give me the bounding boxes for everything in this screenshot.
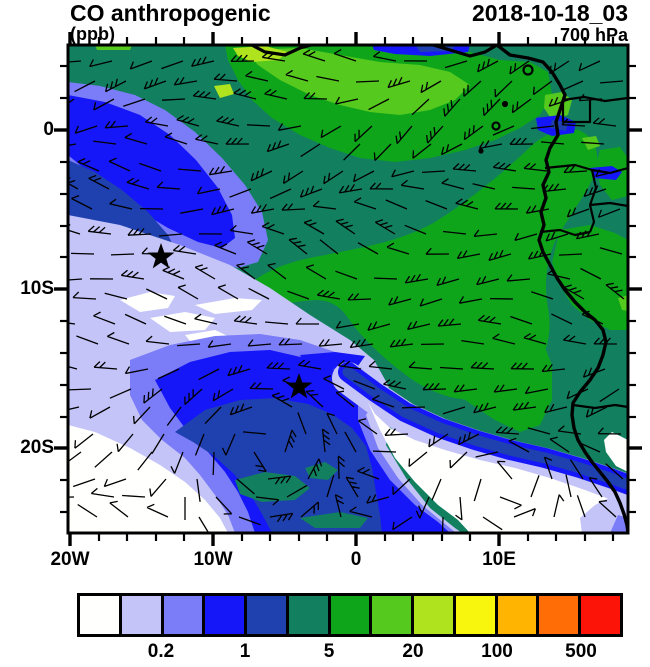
y-tick-label: 10S — [20, 278, 54, 299]
map-canvas — [54, 32, 642, 546]
y-tick-label: 0 — [43, 119, 54, 140]
colorbar-tick-label: 1 — [239, 641, 251, 662]
x-tick-label: 0 — [350, 549, 362, 570]
plot-units-label: (ppb) — [70, 24, 115, 44]
plot-title: CO anthropogenic — [70, 0, 271, 26]
colorbar-tick-label: 0.2 — [147, 641, 175, 662]
colorbar — [77, 593, 623, 637]
x-tick-label: 20W — [50, 549, 90, 570]
coastline-path — [495, 45, 628, 533]
colorbar-bin — [80, 596, 122, 634]
colorbar-bin — [372, 596, 415, 634]
plot-datetime: 2018-10-18_03 — [471, 0, 628, 26]
colorbar-bin — [539, 596, 582, 634]
star-marker — [285, 372, 313, 399]
island-outlines — [478, 64, 534, 154]
colorbar-bin — [330, 596, 373, 634]
colorbar-bin — [205, 596, 248, 634]
x-tick-label: 10E — [482, 549, 516, 570]
colorbar-tick-label: 20 — [402, 641, 424, 662]
colorbar-bin — [163, 596, 206, 634]
colorbar-bin — [455, 596, 498, 634]
wind-barbs-layer — [68, 49, 625, 533]
colorbar-bin — [497, 596, 540, 634]
map-frame — [66, 43, 630, 535]
colorbar-tick-label: 5 — [323, 641, 335, 662]
colorbar-bin — [288, 596, 331, 634]
x-tick-label: 10W — [193, 549, 233, 570]
star-marker — [147, 242, 175, 269]
colorbar-bin — [581, 596, 620, 634]
colorbar-bin — [121, 596, 164, 634]
contour-fill-layer — [68, 45, 628, 533]
star-markers-layer — [147, 242, 313, 399]
colorbar-tick-label: 100 — [481, 641, 513, 662]
colorbar-bin — [414, 596, 456, 634]
colorbar-bin — [247, 596, 289, 634]
y-tick-label: 20S — [20, 437, 54, 458]
plot-level-label: 700 hPa — [559, 25, 628, 45]
colorbar-tick-label: 500 — [565, 641, 597, 662]
